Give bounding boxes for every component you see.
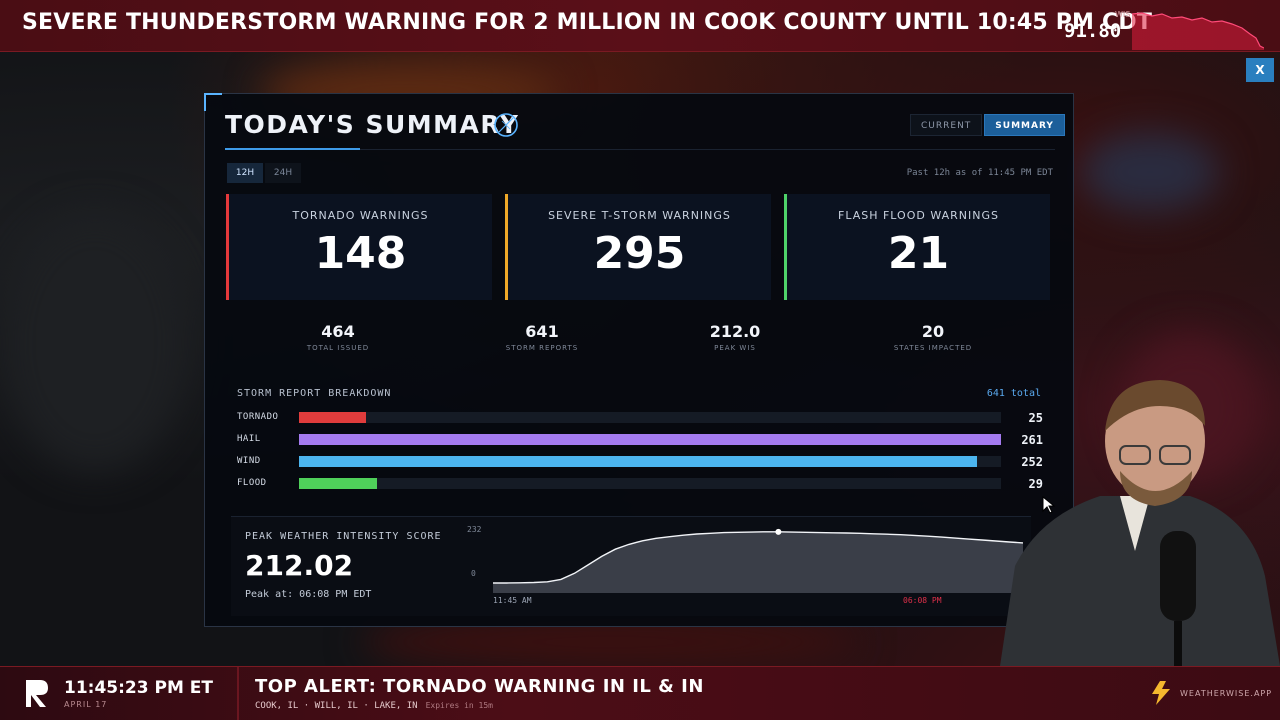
stat-label: STORM REPORTS — [505, 344, 579, 352]
bar-track — [299, 478, 1001, 489]
y-max-label: 232 — [467, 525, 482, 534]
top-alert-details: COOK, IL · WILL, IL · LAKE, IN Expires in… — [255, 701, 493, 711]
row-label: FLOOD — [237, 478, 267, 488]
wis-area-fill — [493, 531, 1023, 593]
card-value: 148 — [314, 228, 407, 279]
tab-summary[interactable]: SUMMARY — [984, 114, 1065, 136]
webcam-feed — [960, 376, 1280, 666]
row-count: 252 — [1021, 455, 1043, 469]
lightning-bolt-icon — [1152, 681, 1170, 705]
tab-12h[interactable]: 12H — [227, 163, 263, 183]
view-tabs: CURRENT SUMMARY — [910, 114, 1065, 136]
bar-track — [299, 412, 1001, 423]
wis-sparkline — [1132, 12, 1264, 50]
stat-states-impacted: 20 STATES IMPACTED — [853, 322, 1013, 352]
wis-area-chart: 232 0 11:45 AM 06:08 PM — [467, 525, 1024, 605]
wis-chart-section: PEAK WEATHER INTENSITY SCORE 212.02 Peak… — [231, 516, 1031, 616]
breakdown-row-flood: FLOOD 29 — [237, 477, 1043, 491]
breakdown-row-wind: WIND 252 — [237, 455, 1043, 469]
wis-peak-point — [775, 528, 782, 535]
as-of-timestamp: Past 12h as of 11:45 PM EDT — [906, 168, 1053, 178]
wis-chart-score: 212.02 — [245, 549, 354, 582]
alert-expires: Expires in 15m — [425, 701, 493, 710]
wis-chart-title: PEAK WEATHER INTENSITY SCORE — [245, 531, 442, 542]
card-value: 295 — [593, 228, 686, 279]
card-label: FLASH FLOOD WARNINGS — [838, 209, 999, 222]
flash-flood-warnings-card: FLASH FLOOD WARNINGS 21 — [784, 194, 1050, 300]
bar-fill-hail — [299, 434, 1001, 445]
wis-label: WIS — [1115, 10, 1131, 19]
wis-plot-area — [493, 528, 1024, 593]
bar-track — [299, 456, 1001, 467]
breakdown-row-hail: HAIL 261 — [237, 433, 1043, 447]
stat-value: 641 — [525, 322, 559, 341]
panel-title: TODAY'S SUMMARY — [225, 110, 520, 139]
bar-fill-wind — [299, 456, 978, 467]
card-label: TORNADO WARNINGS — [292, 209, 429, 222]
divider — [360, 149, 1055, 150]
wis-value: 91.80 — [1064, 20, 1122, 42]
bar-track — [299, 434, 1001, 445]
wis-chart-peak-time: Peak at: 06:08 PM EDT — [245, 589, 372, 600]
stat-label: STATES IMPACTED — [893, 344, 973, 352]
brand-name: WEATHERWISE.APP — [1180, 689, 1273, 698]
clock: 11:45:23 PM ET — [64, 678, 213, 698]
card-value: 21 — [887, 228, 950, 279]
x-peak-label: 06:08 PM — [903, 596, 942, 605]
breakdown-title: STORM REPORT BREAKDOWN — [237, 388, 392, 399]
presenter-silhouette — [1000, 380, 1280, 666]
y-min-label: 0 — [471, 569, 476, 578]
banner-headline: SEVERE THUNDERSTORM WARNING FOR 2 MILLIO… — [22, 10, 1153, 35]
tornado-warnings-card: TORNADO WARNINGS 148 — [226, 194, 492, 300]
panel-corner-accent — [204, 93, 222, 111]
wis-ticker: WIS 91.80 — [1060, 6, 1280, 50]
r-logo-icon — [26, 680, 48, 707]
stat-storm-reports: 641 STORM REPORTS — [462, 322, 622, 352]
range-tabs: 12H 24H — [227, 163, 301, 183]
row-label: HAIL — [237, 434, 261, 444]
breakdown-row-tornado: TORNADO 25 — [237, 411, 1043, 425]
breakdown-total: 641 total — [986, 388, 1041, 399]
stat-value: 20 — [921, 322, 945, 341]
row-count: 261 — [1021, 433, 1043, 447]
row-count: 29 — [1028, 477, 1043, 491]
stat-value: 464 — [321, 322, 355, 341]
row-label: TORNADO — [237, 412, 279, 422]
stat-label: PEAK WIS — [714, 344, 756, 352]
x-start-label: 11:45 AM — [493, 596, 532, 605]
close-button[interactable]: X — [1246, 58, 1274, 82]
card-label: SEVERE T-STORM WARNINGS — [548, 209, 731, 222]
severe-tstorm-warnings-card: SEVERE T-STORM WARNINGS 295 — [505, 194, 771, 300]
alert-counties: COOK, IL · WILL, IL · LAKE, IN — [255, 701, 418, 711]
stat-label: TOTAL ISSUED — [306, 344, 370, 352]
stat-peak-wis: 212.0 PEAK WIS — [655, 322, 815, 352]
mouse-cursor-icon — [1042, 496, 1056, 514]
date: APRIL 17 — [64, 700, 108, 709]
bottom-ticker: 11:45:23 PM ET APRIL 17 TOP ALERT: TORNA… — [0, 666, 1280, 720]
bar-fill-flood — [299, 478, 377, 489]
top-alert-title: TOP ALERT: TORNADO WARNING IN IL & IN — [255, 676, 704, 697]
tab-current[interactable]: CURRENT — [910, 114, 983, 136]
stat-value: 212.0 — [709, 322, 761, 341]
stat-total-issued: 464 TOTAL ISSUED — [258, 322, 418, 352]
radar-echo — [1080, 132, 1220, 212]
tab-24h[interactable]: 24H — [265, 163, 301, 183]
row-label: WIND — [237, 456, 261, 466]
row-count: 25 — [1028, 411, 1043, 425]
title-underline — [225, 148, 360, 150]
wis-series-line — [493, 531, 1024, 584]
top-alert-banner: SEVERE THUNDERSTORM WARNING FOR 2 MILLIO… — [0, 0, 1280, 52]
bar-fill-tornado — [299, 412, 367, 423]
radar-echo — [0, 212, 190, 472]
compass-icon — [494, 113, 518, 137]
divider — [237, 667, 239, 720]
microphone-icon — [1160, 531, 1196, 621]
summary-panel: TODAY'S SUMMARY CURRENT SUMMARY 12H 24H … — [204, 93, 1074, 627]
